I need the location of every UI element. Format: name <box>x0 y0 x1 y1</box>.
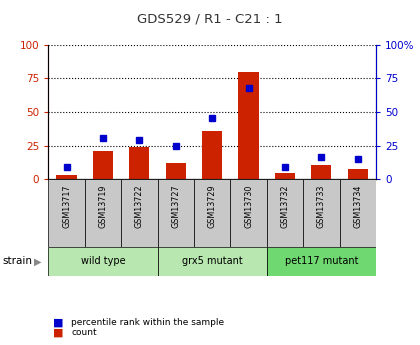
Text: GSM13727: GSM13727 <box>171 185 180 228</box>
Bar <box>57 175 76 179</box>
Bar <box>158 247 267 276</box>
Text: ■: ■ <box>52 328 63 338</box>
Bar <box>239 72 259 179</box>
Bar <box>121 179 158 247</box>
Bar <box>348 169 368 179</box>
Bar <box>339 179 376 247</box>
Bar <box>311 165 331 179</box>
Bar <box>158 179 194 247</box>
Bar <box>194 179 230 247</box>
Text: pet117 mutant: pet117 mutant <box>285 256 358 266</box>
Text: GSM13722: GSM13722 <box>135 185 144 228</box>
Text: GDS529 / R1 - C21 : 1: GDS529 / R1 - C21 : 1 <box>137 12 283 26</box>
Bar <box>93 151 113 179</box>
Bar <box>275 173 295 179</box>
Bar <box>267 179 303 247</box>
Text: GSM13732: GSM13732 <box>281 185 289 228</box>
Bar <box>267 247 376 276</box>
Bar <box>85 179 121 247</box>
Text: GSM13730: GSM13730 <box>244 185 253 228</box>
Bar <box>202 131 222 179</box>
Bar <box>303 179 339 247</box>
Bar <box>129 147 150 179</box>
Text: count: count <box>71 328 97 337</box>
Text: GSM13729: GSM13729 <box>207 185 217 228</box>
Text: grx5 mutant: grx5 mutant <box>182 256 242 266</box>
Bar <box>48 179 85 247</box>
Text: GSM13717: GSM13717 <box>62 185 71 228</box>
Text: strain: strain <box>2 256 32 266</box>
Text: ■: ■ <box>52 318 63 327</box>
Bar <box>165 163 186 179</box>
Text: GSM13734: GSM13734 <box>353 185 362 228</box>
Text: GSM13733: GSM13733 <box>317 185 326 228</box>
Text: wild type: wild type <box>81 256 125 266</box>
Text: percentile rank within the sample: percentile rank within the sample <box>71 318 225 327</box>
Bar <box>48 247 158 276</box>
Text: ▶: ▶ <box>34 256 42 266</box>
Bar <box>230 179 267 247</box>
Text: GSM13719: GSM13719 <box>98 185 108 228</box>
